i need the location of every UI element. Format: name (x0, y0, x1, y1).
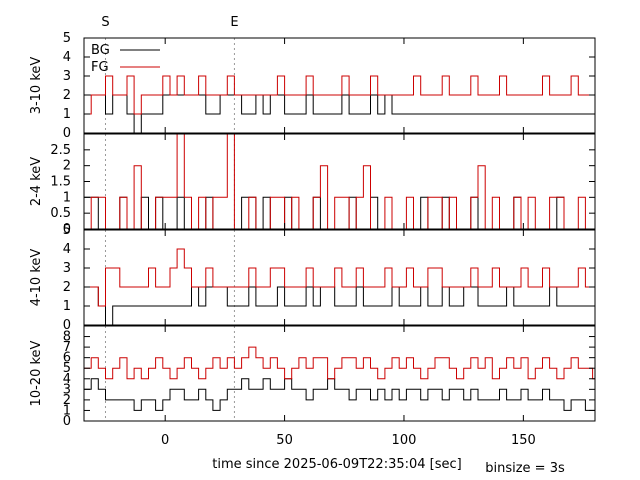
marker-label-s: S (101, 15, 109, 30)
series-bg-line (84, 286, 595, 326)
y-tick-label: 0 (63, 222, 71, 237)
panel-frame (83, 37, 596, 134)
y-axis-label: 3-10 keV (29, 57, 44, 115)
y-tick-label: 5 (63, 31, 71, 46)
series-fg-line (84, 346, 596, 380)
y-tick-label: 0.5 (50, 206, 71, 221)
marker-label-e: E (230, 15, 238, 30)
y-tick-label: 2 (63, 88, 71, 103)
series-fg-line (84, 133, 596, 230)
y-tick-label: 3 (63, 382, 71, 397)
y-tick-label: 0 (63, 318, 71, 333)
y-tick-label: 7 (63, 340, 71, 355)
y-tick-label: 3 (63, 69, 71, 84)
y-tick-label: 6 (63, 351, 71, 366)
y-tick-label: 2 (63, 159, 71, 174)
y-tick-label: 8 (63, 330, 71, 345)
panel-frame (83, 133, 596, 230)
series-fg-line (84, 75, 595, 115)
y-tick-label: 1 (63, 299, 71, 314)
y-tick-label: 1 (63, 107, 71, 122)
panel-frame (83, 229, 596, 326)
legend-label-bg: BG (91, 43, 110, 58)
y-tick-label: 1.5 (50, 175, 71, 190)
y-tick-label: 5 (63, 223, 71, 238)
x-tick-label: 100 (392, 433, 417, 448)
y-tick-label: 5 (63, 361, 71, 376)
x-tick-label: 50 (276, 433, 293, 448)
x-axis: 0 50 100 150 (161, 433, 536, 448)
y-tick-label: 3 (63, 261, 71, 276)
panel-frame (83, 325, 596, 422)
x-tick-label: 0 (161, 433, 169, 448)
y-tick-label: 2 (63, 393, 71, 408)
y-tick-label: 4 (63, 242, 71, 257)
series-bg-line (84, 94, 595, 134)
panel-2: 00.511.522.5 2-4 keV (29, 133, 596, 237)
binsize-label: binsize = 3s (485, 461, 565, 476)
legend: BG FG (91, 43, 160, 75)
panel-1: 0 1 2 3 4 5 3-10 keV (29, 31, 596, 141)
y-tick-label: 2.5 (50, 143, 71, 158)
legend-label-fg: FG (91, 60, 109, 75)
y-axis-label: 2-4 keV (29, 157, 44, 206)
x-axis-label: time since 2025-06-09T22:35:04 [sec] (212, 457, 461, 472)
series-bg-line (84, 196, 595, 230)
y-tick-label: 2 (63, 280, 71, 295)
y-tick-label: 0 (63, 126, 71, 141)
y-tick-label: 1 (63, 190, 71, 205)
y-axis-label: 10-20 keV (29, 340, 44, 406)
y-tick-label: 0 (63, 414, 71, 429)
series-fg-line (84, 248, 596, 307)
y-tick-label: 4 (63, 372, 71, 387)
y-tick-label: 1 (63, 403, 71, 418)
series-bg-line (84, 378, 595, 411)
y-tick-label: 4 (63, 50, 71, 65)
x-tick-label: 150 (511, 433, 536, 448)
panel-3: 0 1 2 3 4 5 4-10 keV (29, 223, 596, 333)
y-axis-label: 4-10 keV (29, 249, 44, 307)
